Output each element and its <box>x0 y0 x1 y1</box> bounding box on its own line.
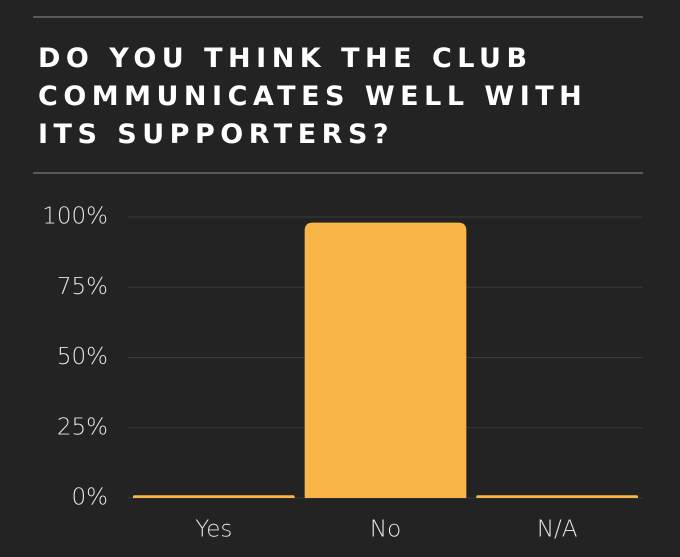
bar <box>476 495 638 498</box>
bar <box>133 495 295 498</box>
x-tick-label: N/A <box>537 517 578 543</box>
bar <box>304 222 467 498</box>
y-tick-label: 50% <box>57 344 108 370</box>
x-tick-label: Yes <box>195 517 232 543</box>
y-tick-label: 75% <box>57 274 108 300</box>
chart-title: DO YOU THINK THE CLUB COMMUNICATES WELL … <box>38 43 588 150</box>
x-tick-label: No <box>370 517 401 543</box>
y-tick-label: 25% <box>57 414 108 440</box>
y-tick-label: 100% <box>42 204 108 230</box>
y-tick-label: 0% <box>72 485 109 511</box>
